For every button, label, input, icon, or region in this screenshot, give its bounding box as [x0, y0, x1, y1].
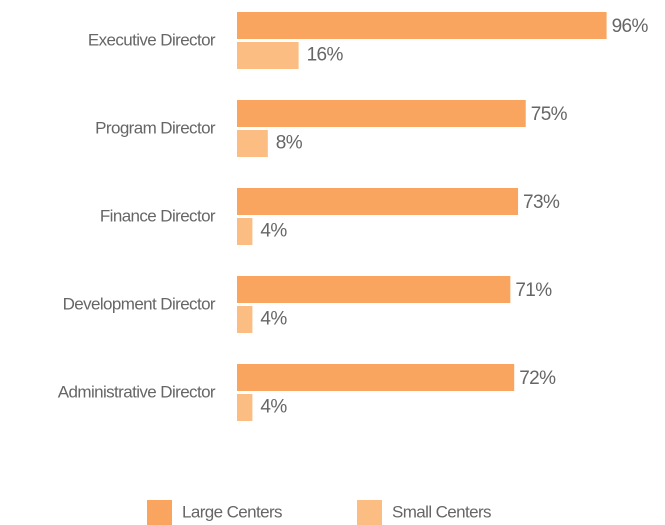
legend-swatch	[147, 500, 172, 525]
bar	[237, 12, 607, 39]
bar	[237, 306, 253, 333]
category-label: Administrative Director	[58, 382, 216, 401]
legend-swatch	[357, 500, 382, 525]
bar	[237, 188, 519, 215]
value-label: 8%	[276, 133, 303, 154]
value-label: 4%	[260, 309, 287, 330]
bar	[237, 364, 515, 391]
value-label: 96%	[612, 16, 649, 37]
category-label: Finance Director	[100, 206, 216, 225]
category-label: Executive Director	[88, 30, 216, 49]
value-label: 71%	[515, 280, 552, 301]
value-label: 4%	[260, 221, 287, 242]
bar	[237, 100, 526, 127]
bar	[237, 218, 253, 245]
value-label: 75%	[531, 104, 568, 125]
category-label: Development Director	[63, 294, 216, 313]
legend-label: Small Centers	[392, 502, 491, 521]
category-label: Program Director	[95, 118, 216, 137]
value-label: 72%	[519, 368, 556, 389]
value-label: 16%	[307, 45, 344, 66]
bar	[237, 276, 511, 303]
legend-label: Large Centers	[182, 502, 282, 521]
bar	[237, 42, 299, 69]
bar	[237, 394, 253, 421]
bar	[237, 130, 268, 157]
value-label: 73%	[523, 192, 560, 213]
value-label: 4%	[260, 397, 287, 418]
